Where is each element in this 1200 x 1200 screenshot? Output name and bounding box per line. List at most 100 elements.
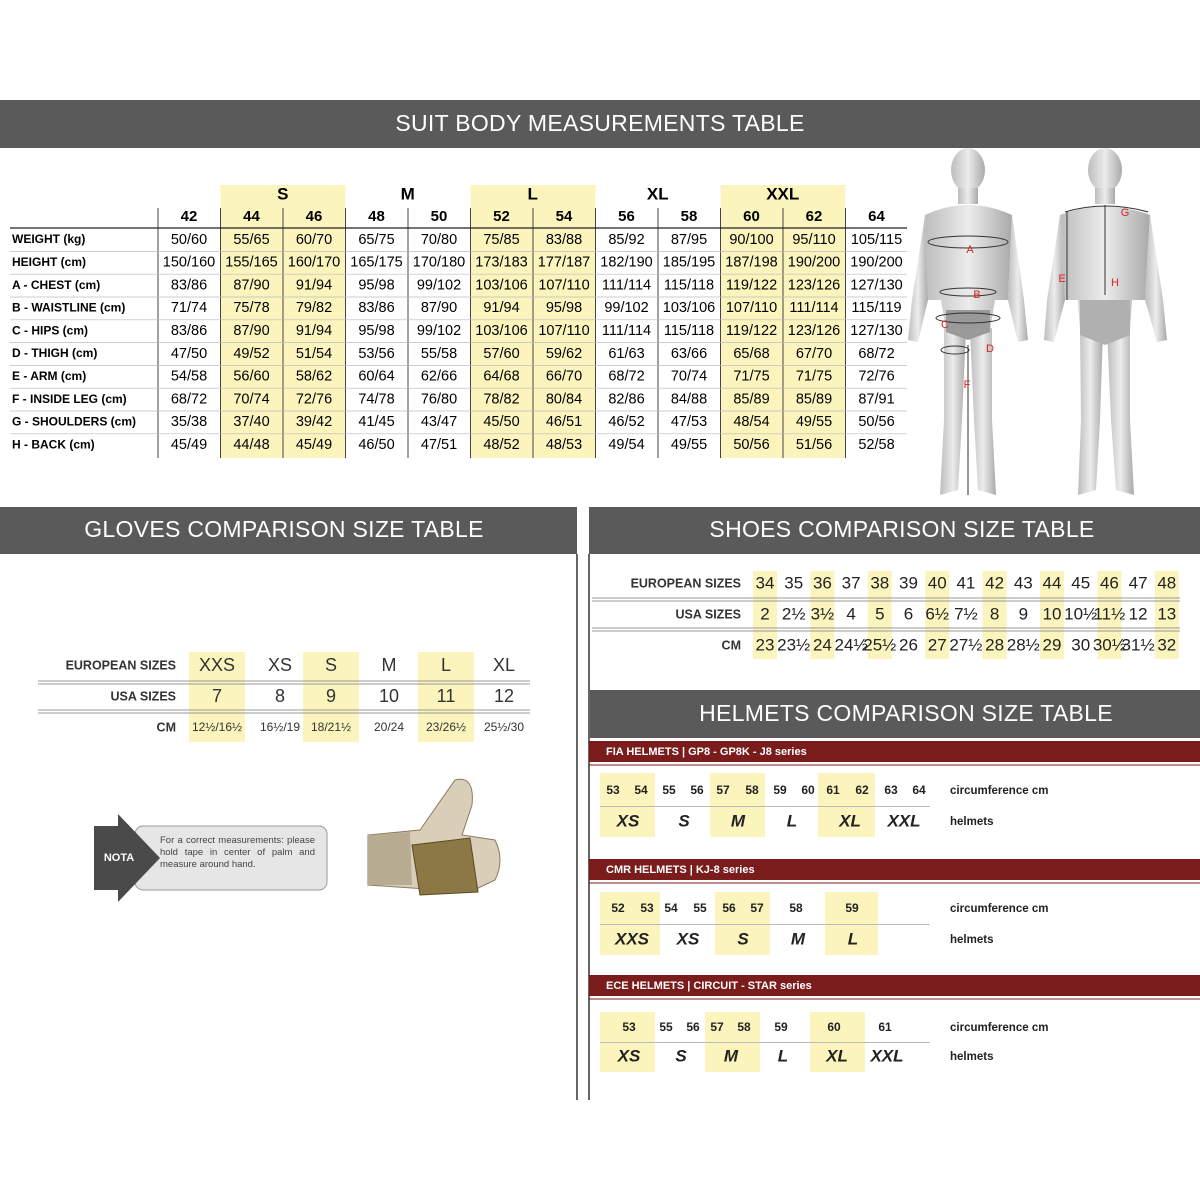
highlight	[710, 773, 765, 837]
cell: 71/75	[796, 369, 832, 385]
size-group: L	[528, 184, 538, 203]
cell: 70/74	[233, 391, 269, 407]
cell: 45/49	[171, 437, 207, 453]
cell: 57	[716, 783, 730, 797]
cell: 35	[784, 573, 803, 592]
cell: 7	[212, 686, 222, 706]
cell: 68/72	[608, 369, 644, 385]
highlight	[470, 185, 533, 458]
highlight	[1154, 571, 1179, 659]
figure-label: F	[964, 379, 971, 391]
highlight	[753, 571, 777, 659]
cell: 160/170	[288, 255, 340, 271]
cell: 72/76	[296, 391, 332, 407]
cell: 41/45	[358, 414, 394, 430]
section-bar	[589, 741, 1200, 762]
cell: 91/94	[483, 300, 519, 316]
cell: 64/68	[483, 369, 519, 385]
figure-label: C	[941, 319, 949, 331]
cell: XL	[825, 1046, 848, 1065]
cell: 36	[813, 573, 832, 592]
cell: 115/118	[664, 323, 714, 339]
cell: 51/56	[796, 437, 832, 453]
row-label: H - BACK (cm)	[12, 437, 95, 451]
cell: 99/102	[417, 277, 461, 293]
cell: 56	[690, 783, 704, 797]
cell: 8	[275, 686, 285, 706]
figure-label: E	[1058, 273, 1065, 285]
cell: 51/54	[296, 346, 332, 362]
section-title: ECE HELMETS | CIRCUIT - STAR series	[606, 980, 812, 992]
cell: 30½	[1093, 635, 1126, 654]
cell: 2	[760, 604, 769, 623]
cell: 190/200	[788, 255, 840, 271]
cell: 103/106	[475, 323, 527, 339]
cell: 6	[904, 604, 913, 623]
cell: 74/78	[358, 391, 394, 407]
cell: M	[724, 1046, 739, 1065]
cell: 46/50	[358, 437, 394, 453]
cell: 84/88	[671, 391, 707, 407]
cell: 59/62	[546, 346, 582, 362]
cell: 190/200	[850, 255, 902, 271]
cell: 54/58	[171, 369, 207, 385]
cell: L	[848, 929, 858, 948]
size-header: 64	[868, 208, 885, 225]
cell: 2½	[782, 604, 806, 623]
cell: 63	[884, 783, 898, 797]
cell: 47/51	[421, 437, 457, 453]
size-header: 62	[806, 208, 823, 225]
cell: 23½	[777, 635, 810, 654]
cell: 66/70	[546, 369, 582, 385]
cell: L	[441, 655, 451, 675]
cell: 57/60	[483, 346, 519, 362]
size-group: XXL	[766, 184, 799, 203]
highlight	[867, 571, 892, 659]
cell: 41	[956, 573, 975, 592]
cell: 31½	[1122, 635, 1155, 654]
shoes-title: SHOES COMPARISON SIZE TABLE	[709, 516, 1094, 542]
cell: 29	[1043, 635, 1062, 654]
highlight	[600, 773, 655, 837]
cell: 43/47	[421, 414, 457, 430]
cell: 48/53	[546, 437, 582, 453]
cell: 46/51	[546, 414, 582, 430]
cell: 27	[928, 635, 947, 654]
cell: 61/63	[608, 346, 644, 362]
figure-label: A	[966, 244, 974, 256]
cell: 87/95	[671, 232, 707, 248]
cell: 43	[1014, 573, 1033, 592]
row-label: F - INSIDE LEG (cm)	[12, 392, 127, 406]
cell: 127/130	[850, 323, 902, 339]
cell: 65/68	[733, 346, 769, 362]
cell: 28	[985, 635, 1004, 654]
cell: 50/56	[858, 414, 894, 430]
nota-callout	[94, 814, 328, 902]
cell: 9	[1019, 604, 1028, 623]
highlight	[1097, 571, 1122, 659]
cell: 53	[622, 1020, 636, 1034]
cell: L	[787, 811, 797, 830]
cell: 70/80	[421, 232, 457, 248]
figure-label: D	[986, 343, 994, 355]
cell: 49/55	[796, 414, 832, 430]
highlight	[189, 652, 245, 742]
cell: M	[382, 655, 397, 675]
figure-label: H	[1111, 277, 1119, 289]
section-bar	[589, 975, 1200, 996]
cell: 75/78	[233, 300, 269, 316]
row-label: CM	[722, 638, 741, 652]
cell: 23/26½	[426, 720, 466, 734]
highlight	[283, 185, 346, 458]
cell: 53	[640, 901, 654, 915]
cell: 127/130	[850, 277, 902, 293]
cell: 50/56	[733, 437, 769, 453]
cell: 10½	[1064, 604, 1097, 623]
cell: 68/72	[171, 391, 207, 407]
cell: 91/94	[296, 323, 332, 339]
cell: 47	[1129, 573, 1148, 592]
cell: 111/114	[789, 300, 838, 316]
cell: 83/86	[358, 300, 394, 316]
cell: 71/74	[171, 300, 207, 316]
